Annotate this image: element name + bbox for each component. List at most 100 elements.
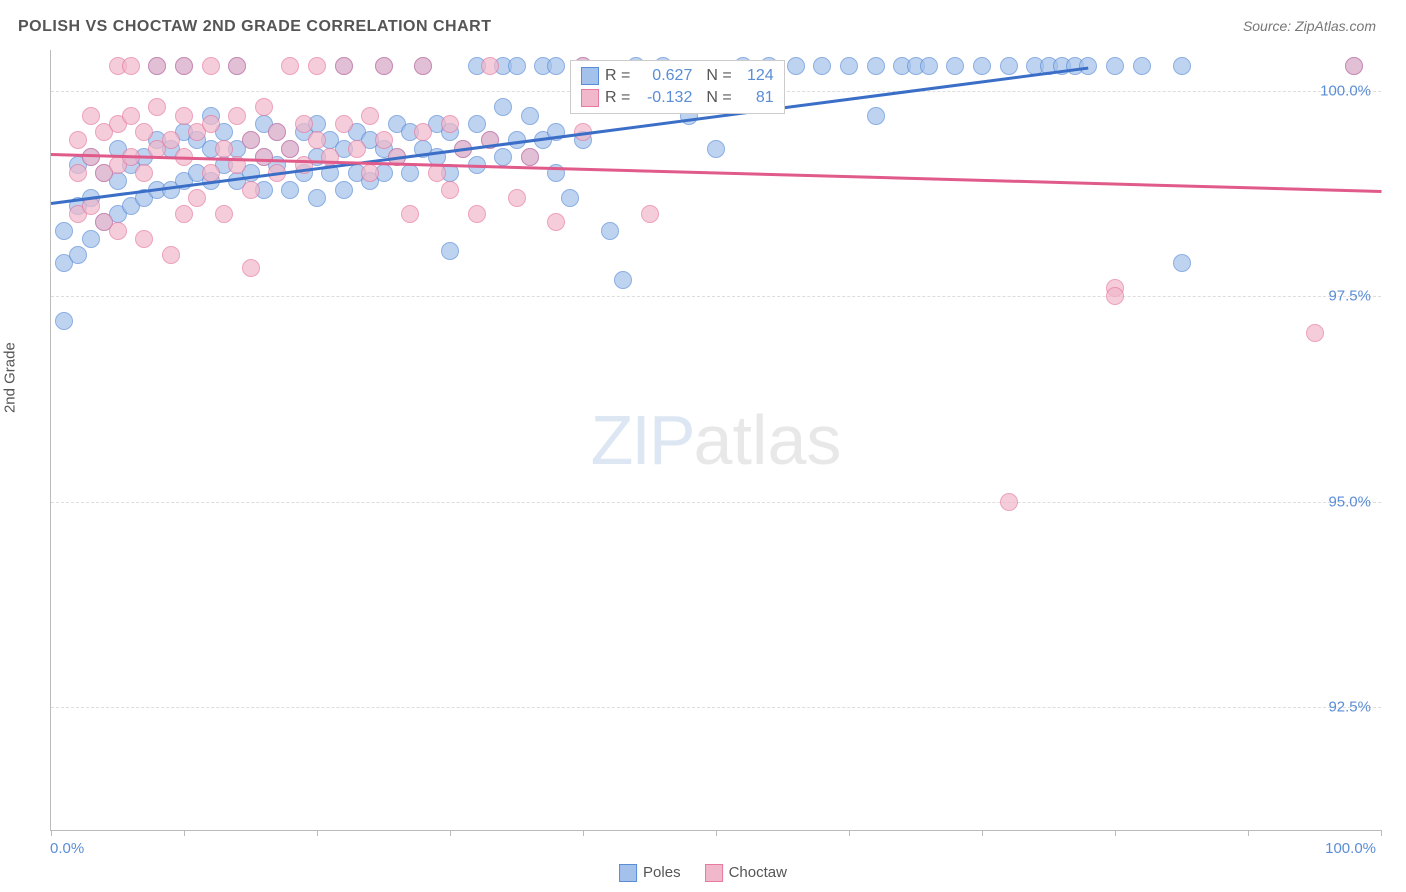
data-point bbox=[1106, 57, 1124, 75]
data-point bbox=[308, 131, 326, 149]
n-value: 81 bbox=[738, 89, 774, 107]
data-point bbox=[441, 242, 459, 260]
n-label: N = bbox=[706, 67, 731, 85]
data-point bbox=[202, 115, 220, 133]
data-point bbox=[813, 57, 831, 75]
data-point bbox=[375, 57, 393, 75]
watermark-atlas: atlas bbox=[694, 401, 842, 479]
watermark: ZIPatlas bbox=[591, 400, 842, 480]
x-tick bbox=[317, 830, 318, 836]
data-point bbox=[335, 115, 353, 133]
data-point bbox=[867, 107, 885, 125]
data-point bbox=[148, 57, 166, 75]
data-point bbox=[268, 123, 286, 141]
data-point bbox=[109, 222, 127, 240]
x-tick bbox=[184, 830, 185, 836]
watermark-zip: ZIP bbox=[591, 401, 694, 479]
data-point bbox=[281, 181, 299, 199]
r-value: -0.132 bbox=[636, 89, 692, 107]
x-tick bbox=[849, 830, 850, 836]
data-point bbox=[148, 98, 166, 116]
data-point bbox=[441, 115, 459, 133]
data-point bbox=[641, 205, 659, 223]
data-point bbox=[308, 57, 326, 75]
data-point bbox=[255, 98, 273, 116]
gridline bbox=[51, 502, 1381, 503]
x-axis-max-label: 100.0% bbox=[1325, 840, 1376, 857]
stats-legend-row: R =-0.132N =81 bbox=[581, 87, 774, 109]
data-point bbox=[215, 140, 233, 158]
legend-swatch bbox=[619, 864, 637, 882]
data-point bbox=[188, 189, 206, 207]
data-point bbox=[361, 164, 379, 182]
data-point bbox=[122, 57, 140, 75]
data-point bbox=[441, 181, 459, 199]
data-point bbox=[135, 164, 153, 182]
data-point bbox=[162, 246, 180, 264]
data-point bbox=[867, 57, 885, 75]
n-label: N = bbox=[706, 89, 731, 107]
data-point bbox=[55, 222, 73, 240]
data-point bbox=[361, 107, 379, 125]
x-tick bbox=[1248, 830, 1249, 836]
data-point bbox=[308, 189, 326, 207]
source-attribution: Source: ZipAtlas.com bbox=[1243, 18, 1376, 34]
legend-item: Choctaw bbox=[705, 864, 787, 882]
x-axis-min-label: 0.0% bbox=[50, 840, 84, 857]
data-point bbox=[1106, 287, 1124, 305]
data-point bbox=[1345, 57, 1363, 75]
data-point bbox=[69, 246, 87, 264]
data-point bbox=[215, 205, 233, 223]
data-point bbox=[1173, 57, 1191, 75]
data-point bbox=[255, 148, 273, 166]
y-tick-label: 100.0% bbox=[1320, 83, 1371, 100]
data-point bbox=[508, 189, 526, 207]
data-point bbox=[401, 205, 419, 223]
data-point bbox=[135, 230, 153, 248]
data-point bbox=[281, 57, 299, 75]
data-point bbox=[69, 131, 87, 149]
data-point bbox=[1000, 57, 1018, 75]
data-point bbox=[175, 57, 193, 75]
r-value: 0.627 bbox=[636, 67, 692, 85]
x-tick bbox=[982, 830, 983, 836]
data-point bbox=[82, 230, 100, 248]
data-point bbox=[428, 164, 446, 182]
data-point bbox=[414, 123, 432, 141]
data-point bbox=[787, 57, 805, 75]
y-tick-label: 95.0% bbox=[1328, 493, 1371, 510]
x-tick bbox=[450, 830, 451, 836]
data-point bbox=[242, 131, 260, 149]
data-point bbox=[614, 271, 632, 289]
data-point bbox=[335, 181, 353, 199]
n-value: 124 bbox=[738, 67, 774, 85]
x-tick bbox=[583, 830, 584, 836]
data-point bbox=[973, 57, 991, 75]
data-point bbox=[468, 115, 486, 133]
data-point bbox=[242, 259, 260, 277]
data-point bbox=[1306, 324, 1324, 342]
data-point bbox=[707, 140, 725, 158]
data-point bbox=[494, 98, 512, 116]
x-tick bbox=[51, 830, 52, 836]
data-point bbox=[348, 140, 366, 158]
x-tick bbox=[1115, 830, 1116, 836]
data-point bbox=[175, 205, 193, 223]
legend-swatch bbox=[581, 89, 599, 107]
data-point bbox=[521, 107, 539, 125]
data-point bbox=[401, 164, 419, 182]
data-point bbox=[508, 57, 526, 75]
data-point bbox=[175, 107, 193, 125]
legend-item: Poles bbox=[619, 864, 681, 882]
data-point bbox=[242, 181, 260, 199]
data-point bbox=[295, 115, 313, 133]
data-point bbox=[840, 57, 858, 75]
data-point bbox=[547, 57, 565, 75]
data-point bbox=[481, 57, 499, 75]
x-tick bbox=[716, 830, 717, 836]
data-point bbox=[920, 57, 938, 75]
x-tick bbox=[1381, 830, 1382, 836]
r-label: R = bbox=[605, 67, 630, 85]
data-point bbox=[122, 107, 140, 125]
data-point bbox=[55, 312, 73, 330]
